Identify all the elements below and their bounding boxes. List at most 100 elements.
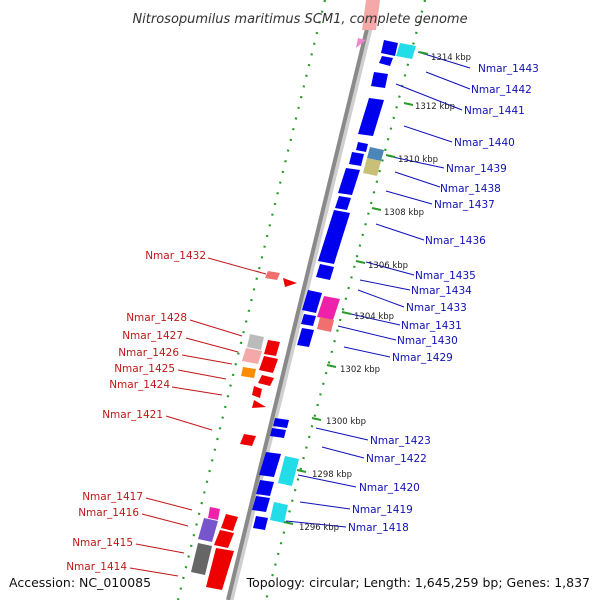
- gene-label-forward[interactable]: Nmar_1435: [415, 270, 476, 282]
- gene-label-forward[interactable]: Nmar_1437: [434, 199, 495, 211]
- gene-label-reverse[interactable]: Nmar_1427: [122, 330, 183, 342]
- kbp-tick-1306: [355, 260, 366, 264]
- callout-nmar-1426: [181, 354, 233, 365]
- kbp-tick-1314: [418, 51, 429, 55]
- gene-label-reverse[interactable]: Nmar_1425: [114, 363, 175, 375]
- kbp-tick-1300: [311, 417, 322, 421]
- gene-feature-nmar-1416-purple: [198, 518, 218, 542]
- genome-title: Nitrosopumilus maritimus SCM1, complete …: [132, 12, 467, 27]
- gene-feature-steel: [367, 147, 384, 161]
- gene-feature-nmar-1435: [316, 264, 334, 280]
- gene-feature-nmar-1417-pink: [208, 507, 220, 520]
- gene-feature-nmar-1425: [259, 356, 278, 373]
- gene-feature-nmar-1418: [253, 516, 268, 530]
- callout-nmar-1431: [341, 311, 401, 326]
- gene-feature-nmar-1419a: [256, 480, 274, 496]
- callout-nmar-1415: [135, 543, 185, 554]
- accession-label: Accession: NC_010085: [9, 575, 151, 590]
- gene-label-reverse[interactable]: Nmar_1424: [109, 379, 170, 391]
- gene-label-forward[interactable]: Nmar_1434: [411, 285, 472, 297]
- gene-feature-cyan-2: [278, 456, 299, 486]
- gene-feature-nmar-1428-grey: [247, 334, 264, 350]
- gene-feature-cyan-1: [396, 43, 416, 59]
- gene-label-forward[interactable]: Nmar_1429: [392, 352, 453, 364]
- gene-feature-nmar-1414: [206, 548, 234, 590]
- gene-label-forward[interactable]: Nmar_1430: [397, 335, 458, 347]
- gene-label-reverse[interactable]: Nmar_1428: [126, 312, 187, 324]
- kbp-tick-1302: [326, 364, 337, 368]
- gene-feature-nmar-1422: [270, 428, 286, 438]
- kbp-label: 1298 kbp: [312, 470, 352, 480]
- gene-feature-khaki: [363, 158, 381, 176]
- gene-feature-pink-arrow: [356, 38, 366, 48]
- callout-nmar-1421: [165, 415, 213, 431]
- kbp-label: 1304 kbp: [354, 312, 394, 322]
- gene-feature-nmar-1441: [371, 72, 388, 88]
- gene-label-forward[interactable]: Nmar_1436: [425, 235, 486, 247]
- gene-label-forward[interactable]: Nmar_1442: [471, 84, 532, 96]
- gene-label-forward[interactable]: Nmar_1438: [440, 183, 501, 195]
- kbp-label: 1310 kbp: [398, 155, 438, 165]
- gene-feature-nmar-1437: [335, 196, 351, 210]
- kbp-label: 1308 kbp: [384, 208, 424, 218]
- kbp-tick-1304: [341, 311, 352, 315]
- gene-feature-red-1416: [221, 514, 238, 531]
- gene-label-forward[interactable]: Nmar_1439: [446, 163, 507, 175]
- callout-nmar-1432: [207, 257, 267, 275]
- kbp-label: 1302 kbp: [340, 365, 380, 375]
- gene-feature-nmar-1419b: [252, 496, 270, 512]
- gene-label-forward[interactable]: Nmar_1422: [366, 453, 427, 465]
- topology-label: Topology: circular; Length: 1,645,259 bp…: [246, 575, 590, 590]
- callout-nmar-1422: [321, 446, 365, 459]
- gene-label-reverse[interactable]: Nmar_1414: [66, 561, 127, 573]
- gene-label-forward[interactable]: Nmar_1420: [359, 482, 420, 494]
- gene-feature-red-small: [252, 386, 262, 398]
- kbp-label: 1300 kbp: [326, 417, 366, 427]
- gene-feature-cyan-3: [270, 502, 288, 523]
- callout-nmar-1425: [177, 369, 227, 380]
- gene-feature-red-1416b: [214, 530, 234, 548]
- gene-label-forward[interactable]: Nmar_1419: [352, 504, 413, 516]
- callout-nmar-1435: [365, 261, 415, 276]
- callout-nmar-1424: [171, 386, 223, 396]
- gene-feature-partial: [362, 0, 380, 30]
- callout-nmar-1439: [387, 155, 445, 169]
- kbp-tick-1296: [283, 521, 294, 525]
- gene-label-forward[interactable]: Nmar_1423: [370, 435, 431, 447]
- gene-feature-small-1: [356, 142, 368, 152]
- gene-label-reverse[interactable]: Nmar_1416: [78, 507, 139, 519]
- gene-label-forward[interactable]: Nmar_1418: [348, 522, 409, 534]
- callout-nmar-1437: [385, 190, 433, 205]
- gene-label-reverse[interactable]: Nmar_1432: [145, 250, 206, 262]
- gene-label-reverse[interactable]: Nmar_1417: [82, 491, 143, 503]
- callout-nmar-1428: [189, 319, 243, 337]
- reverse-gene-labels: Nmar_1432 Nmar_1428 Nmar_1427 Nmar_1426 …: [66, 250, 206, 573]
- gene-label-forward[interactable]: Nmar_1433: [406, 302, 467, 314]
- gene-label-reverse[interactable]: Nmar_1426: [118, 347, 179, 359]
- gene-label-reverse[interactable]: Nmar_1415: [72, 537, 133, 549]
- gene-label-reverse[interactable]: Nmar_1421: [102, 409, 163, 421]
- grid-line-left: [176, 0, 327, 600]
- grid-line-right: [264, 0, 427, 600]
- forward-gene-labels: Nmar_1443 Nmar_1442 Nmar_1441 Nmar_1440 …: [348, 63, 539, 534]
- gene-feature-nmar-1432a: [265, 271, 280, 280]
- gene-label-forward[interactable]: Nmar_1431: [401, 320, 462, 332]
- callout-nmar-1419: [299, 501, 351, 510]
- gene-feature-nmar-1434: [302, 290, 322, 313]
- gene-feature-nmar-1420: [259, 452, 281, 477]
- gene-feature-orange: [241, 367, 256, 378]
- kbp-tick-1308: [371, 207, 382, 211]
- backbone-line: [226, 0, 376, 600]
- gene-feature-nmar-1432b: [283, 278, 297, 287]
- kbp-tick-1310: [385, 154, 396, 158]
- gene-feature-magenta: [317, 296, 340, 320]
- gene-feature-salmon: [317, 317, 334, 332]
- gene-feature-nmar-1424: [258, 375, 274, 386]
- gene-feature-nmar-1442: [379, 56, 393, 66]
- callout-nmar-1440: [403, 125, 453, 143]
- gene-label-forward[interactable]: Nmar_1440: [454, 137, 515, 149]
- gene-label-forward[interactable]: Nmar_1441: [464, 105, 525, 117]
- kbp-labels: 1314 kbp 1312 kbp 1310 kbp 1308 kbp 1306…: [299, 53, 471, 533]
- gene-label-forward[interactable]: Nmar_1443: [478, 63, 539, 75]
- kbp-label: 1314 kbp: [431, 53, 471, 63]
